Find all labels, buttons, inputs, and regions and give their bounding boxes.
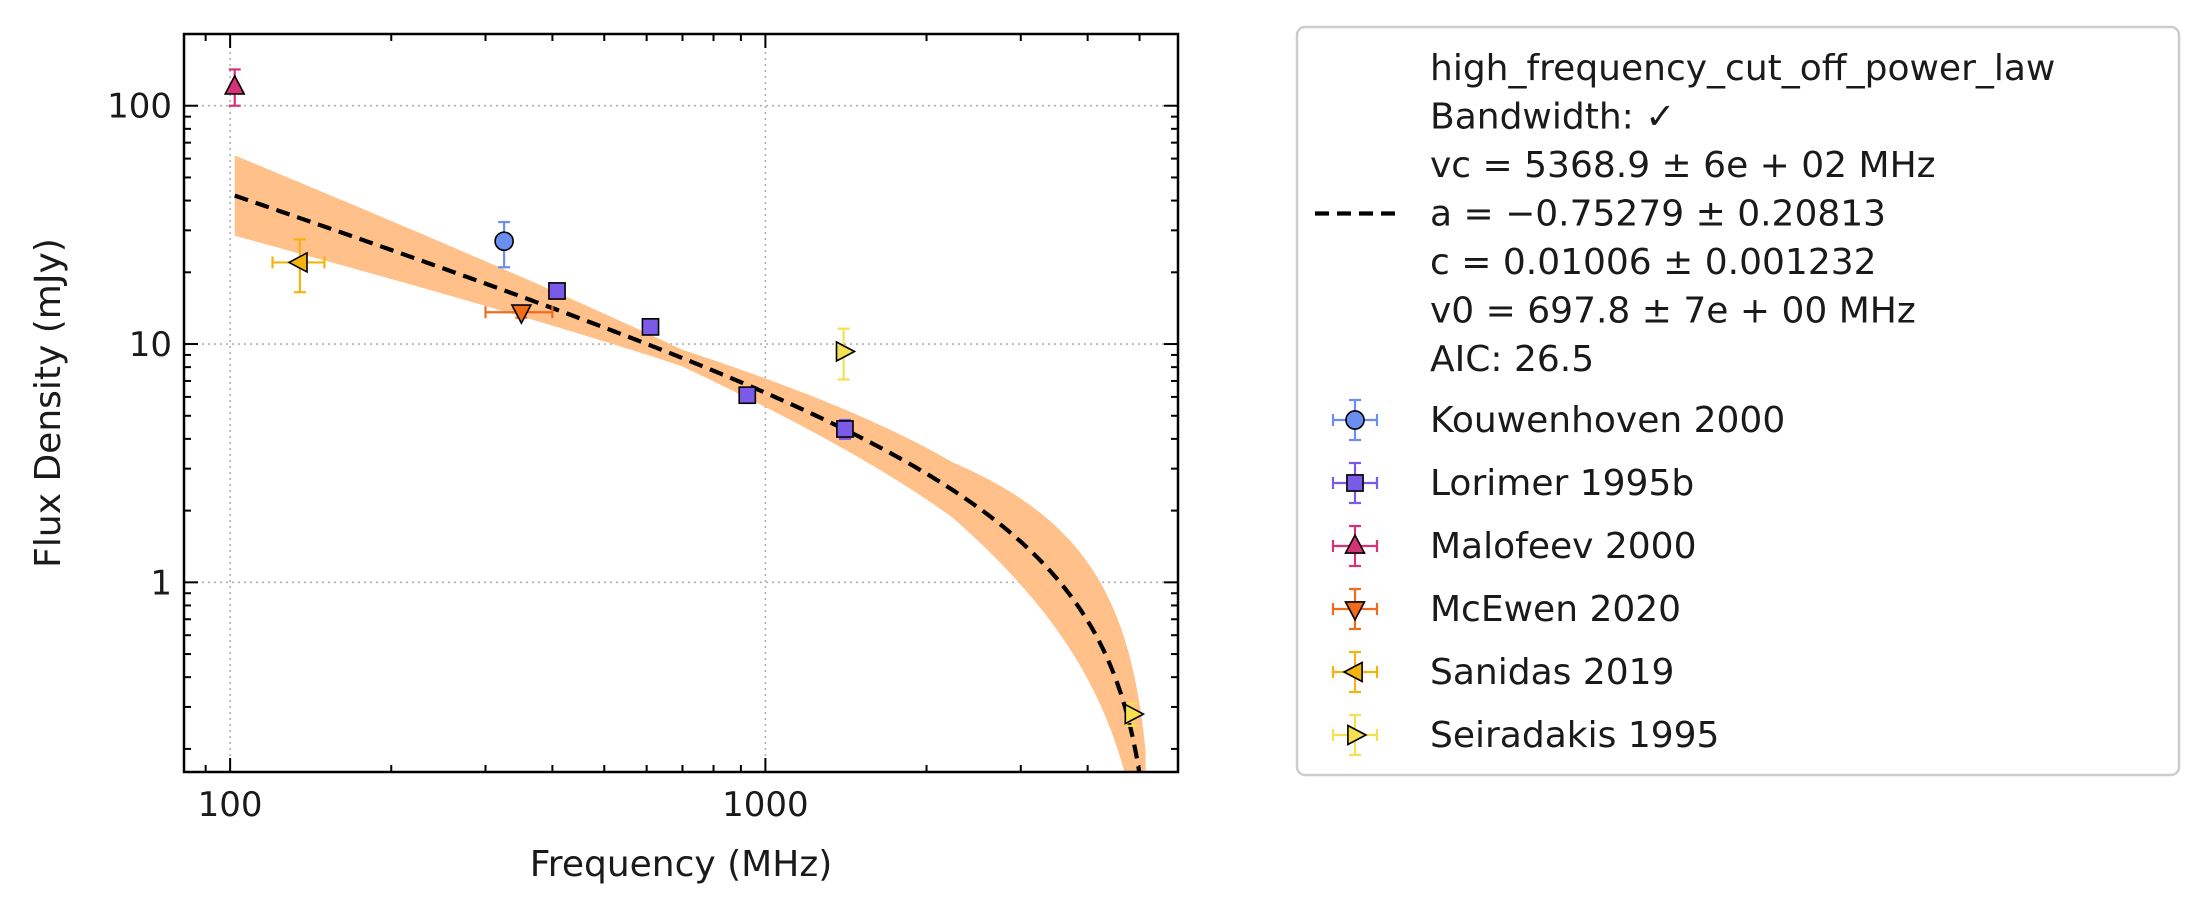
point-marker bbox=[641, 318, 660, 336]
legend-series-entry: Seiradakis 1995 bbox=[1331, 713, 1719, 757]
x-tick-label: 100 bbox=[198, 785, 263, 825]
legend-series-label: McEwen 2020 bbox=[1430, 589, 1681, 630]
legend-marker bbox=[1344, 533, 1366, 554]
x-axis-label: Frequency (MHz) bbox=[530, 844, 833, 885]
legend-series-entry: Lorimer 1995b bbox=[1331, 461, 1694, 505]
legend-series-label: Seiradakis 1995 bbox=[1430, 715, 1719, 756]
point-marker bbox=[835, 340, 857, 363]
legend-marker bbox=[1346, 474, 1364, 492]
fit-line bbox=[234, 193, 1142, 772]
axis-ticks bbox=[184, 33, 1178, 772]
grid bbox=[184, 34, 1178, 772]
legend-series-entries: Kouwenhoven 2000 Lorimer 1995b Malofeev 20… bbox=[1331, 398, 1785, 757]
data-points bbox=[223, 68, 1146, 727]
point-marker bbox=[548, 282, 566, 300]
point-marker bbox=[510, 304, 533, 325]
data-point bbox=[641, 318, 660, 336]
legend-fit-line: vc = 5368.9 ± 6e + 02 MHz bbox=[1430, 145, 1936, 186]
point-marker bbox=[287, 251, 308, 274]
legend-marker bbox=[1347, 724, 1368, 746]
legend-marker bbox=[1344, 601, 1366, 622]
legend-series-label: Malofeev 2000 bbox=[1430, 526, 1696, 567]
legend-series-entry: Sanidas 2019 bbox=[1331, 650, 1674, 694]
data-point bbox=[548, 282, 566, 300]
plot-background bbox=[184, 34, 1178, 772]
data-point bbox=[836, 418, 854, 440]
legend-fit-line: high_frequency_cut_off_power_law bbox=[1430, 48, 2055, 89]
legend-fit-line: a = −0.75279 ± 0.20813 bbox=[1430, 194, 1886, 235]
legend-fit-entry: high_frequency_cut_off_power_law Bandwidt… bbox=[1315, 48, 2055, 380]
legend: high_frequency_cut_off_power_law Bandwidt… bbox=[1295, 25, 2181, 777]
legend-frame bbox=[1295, 25, 2181, 777]
plot-frame bbox=[182, 32, 1180, 774]
data-point bbox=[223, 68, 246, 107]
data-point bbox=[738, 386, 757, 405]
tick-labels: 100 1000 1 10 100 bbox=[107, 87, 809, 825]
legend-series-entry: Kouwenhoven 2000 bbox=[1331, 398, 1785, 442]
legend-fit-line: AIC: 26.5 bbox=[1430, 339, 1594, 380]
point-marker bbox=[223, 74, 246, 95]
data-point bbox=[835, 327, 857, 381]
legend-series-label: Kouwenhoven 2000 bbox=[1430, 400, 1785, 441]
y-axis-label: Flux Density (mJy) bbox=[28, 238, 69, 568]
point-marker bbox=[738, 386, 757, 405]
data-point bbox=[271, 238, 326, 294]
legend-fit-line: Bandwidth: ✓ bbox=[1430, 97, 1675, 138]
legend-marker bbox=[1342, 661, 1363, 683]
legend-fit-line: v0 = 697.8 ± 7e + 00 MHz bbox=[1430, 291, 1916, 332]
fit-uncertainty-band bbox=[234, 155, 1146, 772]
y-tick-label: 1 bbox=[150, 563, 172, 603]
point-marker bbox=[1124, 703, 1146, 725]
legend-fit-line: c = 0.01006 ± 0.001232 bbox=[1430, 242, 1877, 283]
y-tick-label: 10 bbox=[129, 325, 172, 365]
data-point bbox=[484, 304, 554, 325]
data-point bbox=[494, 220, 514, 269]
x-tick-label: 1000 bbox=[722, 785, 809, 825]
legend-series-label: Sanidas 2019 bbox=[1430, 652, 1674, 693]
point-marker bbox=[836, 420, 854, 438]
point-marker bbox=[494, 231, 514, 252]
data-point bbox=[1124, 702, 1146, 727]
fit-band bbox=[234, 155, 1146, 772]
legend-series-label: Lorimer 1995b bbox=[1430, 463, 1694, 504]
legend-series-entry: Malofeev 2000 bbox=[1331, 524, 1696, 568]
y-tick-label: 100 bbox=[107, 87, 172, 127]
fit-curve bbox=[234, 193, 1142, 772]
legend-marker bbox=[1345, 410, 1365, 430]
legend-series-entry: McEwen 2020 bbox=[1331, 587, 1681, 631]
